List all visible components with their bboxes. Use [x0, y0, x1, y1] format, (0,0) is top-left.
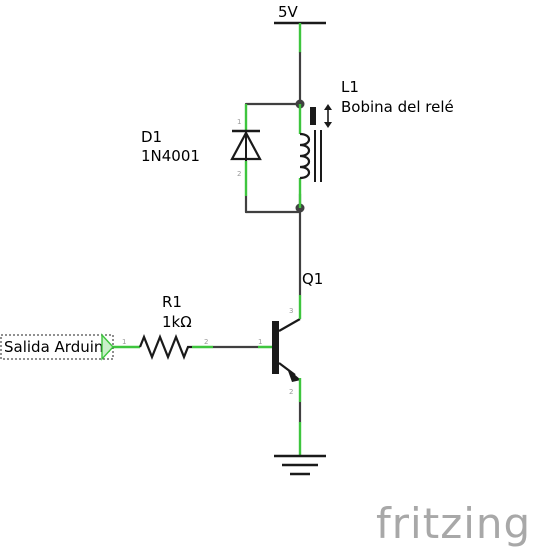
transistor-ref-label: Q1 [302, 270, 323, 288]
relay-ref-label: L1 [341, 78, 359, 96]
power-supply-symbol: 5V [274, 3, 326, 53]
transistor-Q1: 1 2 3 Q1 [258, 270, 323, 402]
relay-arrow-icon [324, 104, 332, 128]
diode-ref-label: D1 [141, 128, 162, 146]
svg-text:1: 1 [237, 118, 241, 126]
input-net-label: Salida Arduino [0, 333, 114, 361]
svg-text:1: 1 [258, 338, 262, 346]
svg-text:2: 2 [289, 388, 293, 396]
svg-text:2: 2 [237, 170, 241, 178]
supply-label: 5V [278, 3, 299, 21]
relay-armature-icon [310, 107, 316, 125]
relay-coil-L1: L1 Bobina del relé [298, 78, 454, 208]
resistor-value-label: 1kΩ [162, 313, 192, 331]
ground-symbol [274, 422, 326, 476]
wires [211, 51, 302, 424]
svg-text:1: 1 [122, 338, 126, 346]
input-connector-icon [101, 333, 114, 361]
svg-text:3: 3 [289, 307, 293, 315]
fritzing-watermark: fritzing [376, 499, 531, 548]
diode-part-label: 1N4001 [141, 147, 200, 165]
resistor-ref-label: R1 [162, 293, 182, 311]
diode-D1: 1 2 D1 1N4001 [141, 104, 262, 196]
input-label-text: Salida Arduino [4, 338, 113, 356]
resistor-R1: 1 2 R1 1kΩ [113, 293, 213, 360]
transistor-base-bar [272, 321, 279, 374]
emitter-arrow-icon [287, 368, 301, 382]
svg-text:2: 2 [204, 338, 208, 346]
relay-name-label: Bobina del relé [341, 98, 454, 116]
inductor-coil-icon [299, 132, 311, 180]
resistor-zigzag-icon [138, 334, 192, 360]
